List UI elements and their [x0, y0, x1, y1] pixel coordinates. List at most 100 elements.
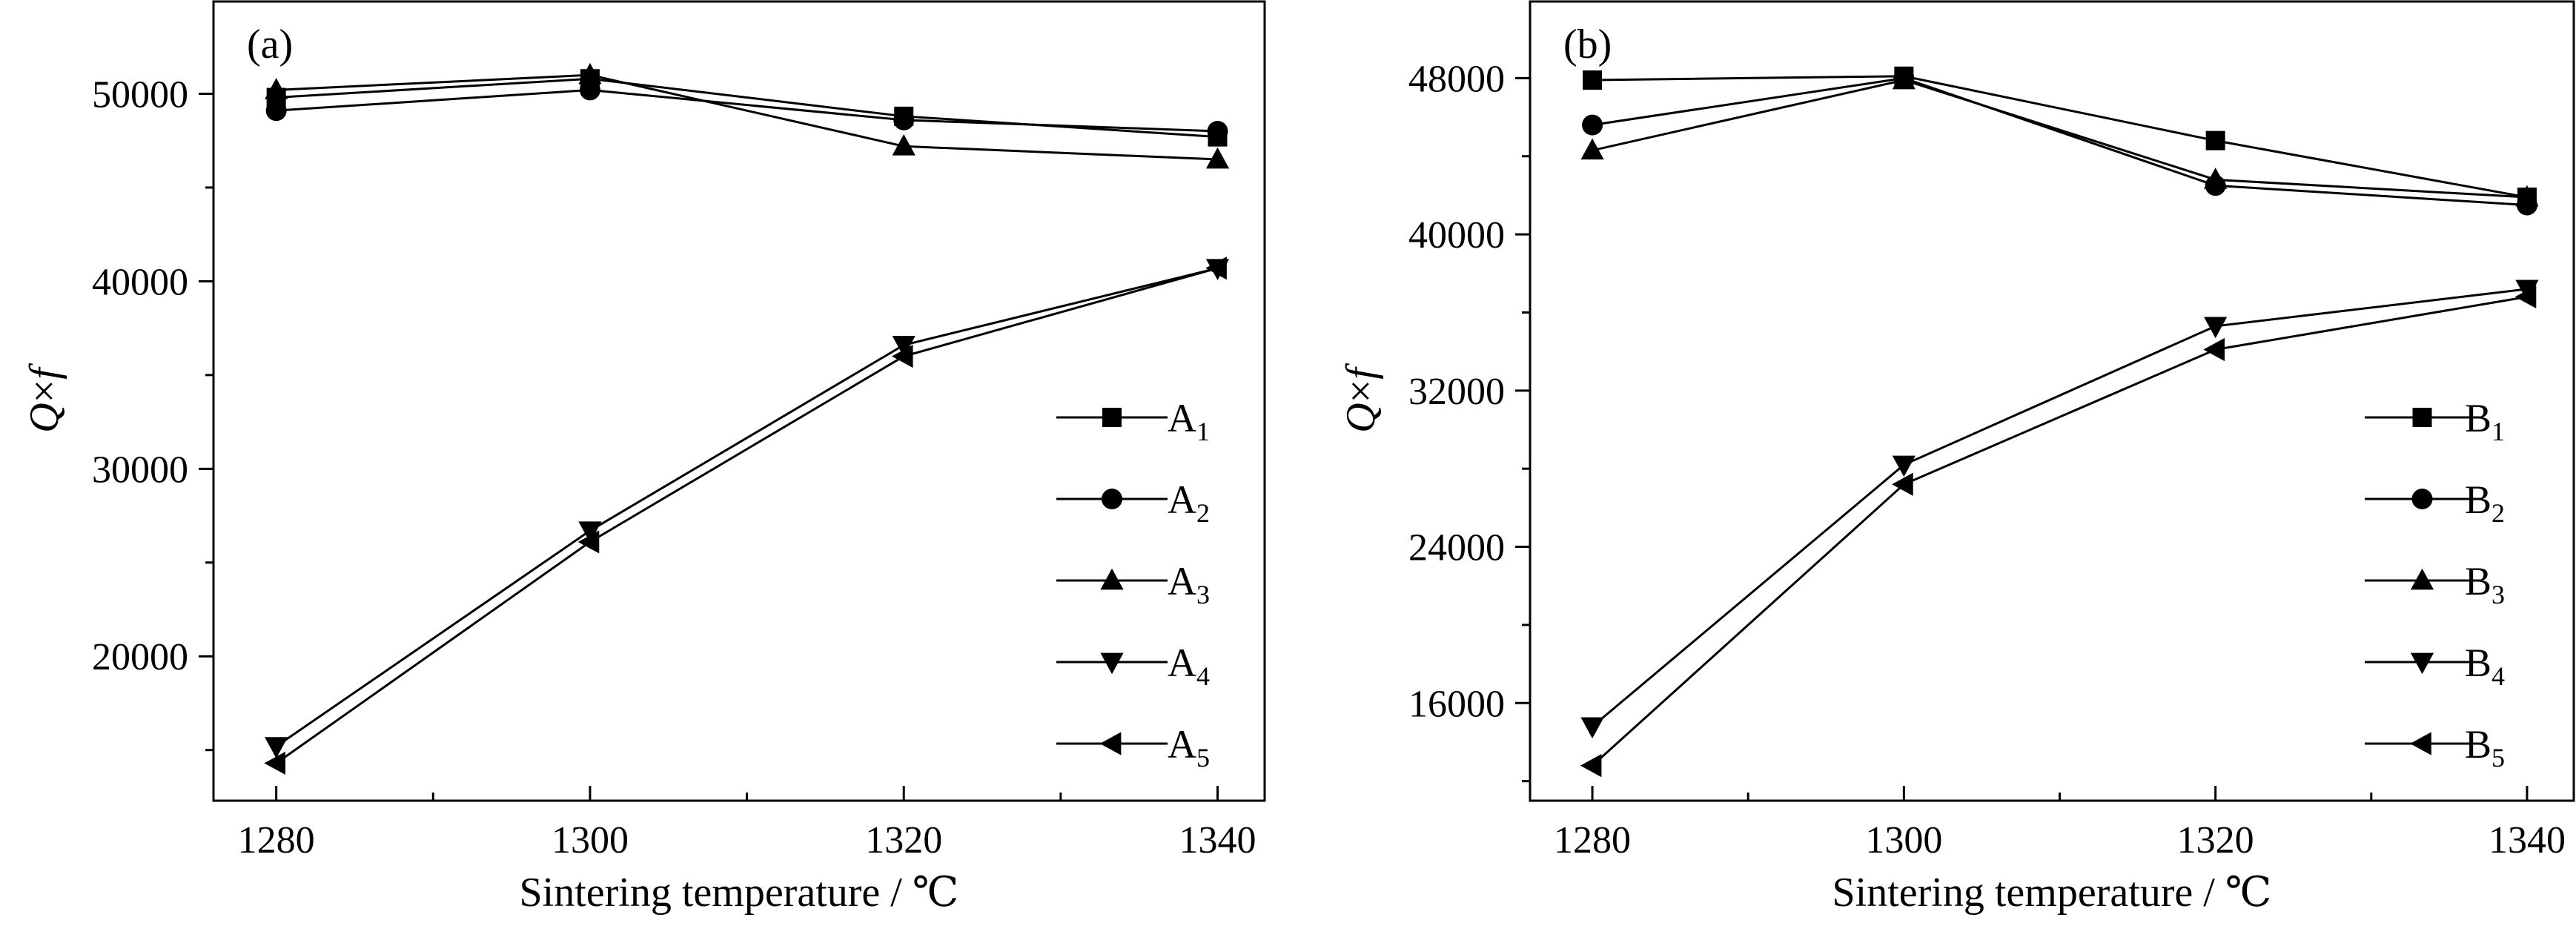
panel-label: (b) [1563, 22, 1612, 67]
data-point-marker [2204, 317, 2228, 339]
legend-label: B4 [2465, 641, 2505, 691]
data-point-marker [893, 109, 915, 130]
data-point-marker [1205, 147, 1230, 169]
series-A4 [265, 259, 1230, 758]
y-tick-label: 48000 [1408, 58, 1505, 100]
series-line [1592, 76, 2528, 207]
data-point-marker [2204, 168, 2228, 189]
chart-panel-b: 1280 1300 1320 1340 16000 24000 32000 40000 4800… [1338, 0, 2575, 916]
series-line [275, 267, 1218, 764]
legend-label: B1 [2465, 396, 2505, 446]
data-point-marker [2515, 185, 2539, 207]
y-tick-label: 16000 [1408, 683, 1505, 725]
x-tick-label: 1280 [238, 819, 315, 861]
y-tick-label: 40000 [1408, 214, 1505, 257]
series-A5 [264, 257, 1227, 775]
x-tick-label: 1320 [865, 819, 942, 861]
legend-marker [1100, 568, 1124, 590]
series-line [1592, 288, 2528, 728]
legend-marker [1102, 489, 1122, 509]
y-tick-label: 24000 [1408, 527, 1505, 569]
data-point-marker [1205, 257, 1227, 280]
legend-entry-A3: A3 [1056, 559, 1210, 609]
legend-label: A2 [1168, 477, 1210, 528]
y-tick-label: 20000 [92, 636, 188, 678]
data-point-marker [891, 344, 913, 368]
legend-entry-A1: A1 [1056, 396, 1210, 446]
data-point-marker [265, 737, 288, 758]
panel-label: (a) [247, 22, 293, 67]
legend-entry-B1: B1 [2365, 396, 2505, 446]
chart-panel-a: 1280 1300 1320 1340 20000 30000 40000 50000 (a) S… [21, 0, 1266, 916]
data-point-marker [2205, 130, 2225, 151]
plot-frame [212, 0, 1266, 802]
y-tick-label: 30000 [92, 449, 188, 491]
series-line [276, 73, 1218, 161]
legend-marker [2410, 732, 2431, 755]
legend-marker [1102, 408, 1122, 427]
x-tick-label: 1300 [1865, 819, 1942, 861]
series-A3 [265, 62, 1230, 169]
data-point-marker [265, 100, 287, 122]
x-tick-label: 1340 [2489, 819, 2566, 861]
data-point-marker [578, 62, 602, 85]
series-B1 [1583, 66, 2537, 208]
y-axis-title: Q×f [1338, 363, 1384, 433]
data-point-marker [265, 78, 288, 99]
series-line [276, 88, 1218, 133]
data-point-marker [1892, 455, 1916, 477]
data-point-marker [1892, 472, 1913, 496]
legend-entry-B4: B4 [2365, 641, 2505, 691]
series-line [1592, 79, 2528, 199]
series-line [275, 267, 1218, 747]
data-point-marker [577, 530, 600, 554]
legend-entry-A5: A5 [1056, 722, 1210, 773]
x-tick-label: 1280 [1554, 819, 1631, 861]
y-axis-title: Q×f [21, 363, 67, 433]
data-point-marker [579, 79, 600, 101]
data-point-marker [1582, 114, 1603, 136]
series-A1 [266, 69, 1228, 147]
series-B2 [1582, 67, 2537, 216]
series-line [276, 77, 1218, 139]
data-point-marker [1580, 753, 1602, 778]
series-line [1592, 75, 2528, 199]
legend-entry-B3: B3 [2365, 559, 2505, 609]
legend-label: B5 [2465, 722, 2505, 773]
plot-frame [1529, 0, 2575, 802]
legend-entry-B5: B5 [2365, 722, 2505, 773]
data-point-marker [1207, 121, 1228, 142]
legend-entry-B2: B2 [2365, 477, 2505, 528]
x-axis-title: Sintering temperature / ℃ [520, 870, 959, 916]
data-point-marker [1580, 138, 1604, 160]
legend-marker [2410, 568, 2434, 590]
y-tick-label: 50000 [92, 73, 188, 116]
legend-label: A4 [1168, 641, 1210, 691]
data-point-marker [578, 521, 602, 543]
data-point-marker [2203, 337, 2225, 362]
y-tick-label: 40000 [92, 261, 188, 303]
legend-entry-A4: A4 [1056, 641, 1210, 691]
series-B4 [1580, 280, 2539, 739]
legend-label: B2 [2465, 477, 2505, 528]
data-point-marker [1892, 67, 1916, 90]
series-B3 [1580, 67, 2539, 207]
legend-label: A3 [1168, 559, 1210, 609]
series-B5 [1580, 285, 2537, 778]
data-point-marker [1580, 717, 1604, 739]
y-tick-label: 32000 [1408, 371, 1505, 413]
x-axis-title: Sintering temperature / ℃ [1832, 870, 2272, 916]
legend-label: A5 [1168, 722, 1210, 773]
legend-entry-A2: A2 [1056, 477, 1210, 528]
legend-marker [2410, 652, 2434, 675]
data-point-marker [892, 134, 915, 156]
legend-marker [1099, 732, 1122, 755]
x-tick-label: 1340 [1179, 819, 1256, 861]
series-line [1592, 295, 2528, 767]
legend-marker [2411, 489, 2433, 509]
data-point-marker [1583, 70, 1603, 90]
legend-marker [2412, 408, 2432, 427]
data-point-marker [264, 751, 286, 775]
